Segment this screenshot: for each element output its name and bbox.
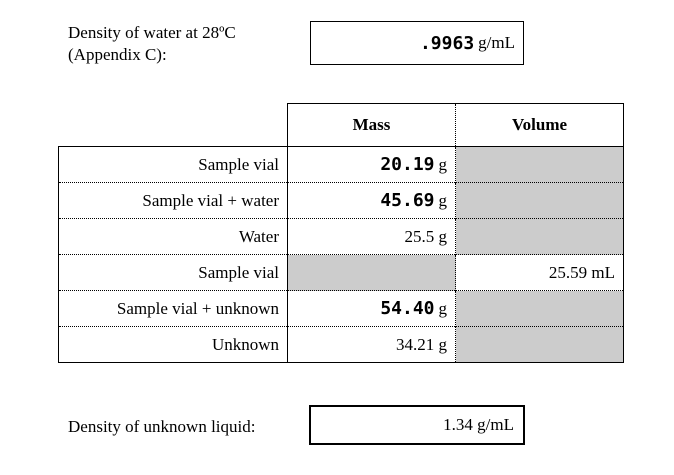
mass-cell[interactable]: 25.5 g (287, 218, 456, 255)
mass-column-header: Mass (287, 103, 456, 147)
row-label: Water (58, 218, 288, 255)
volume-column-header: Volume (455, 103, 624, 147)
volume-cell-shaded (455, 182, 624, 219)
volume-cell[interactable]: 25.59 mL (455, 254, 624, 291)
water-density-value: .9963 (419, 32, 475, 54)
mass-unit: g (438, 155, 448, 174)
mass-cell[interactable]: 34.21 g (287, 326, 456, 363)
table-row: Sample vial 20.19 g (58, 146, 624, 183)
volume-cell-shaded (455, 218, 624, 255)
water-density-label-line2: (Appendix C): (68, 45, 167, 64)
table-row: Sample vial + water 45.69 g (58, 182, 624, 219)
mass-volume-table: Mass Volume Sample vial 20.19 g Sample vi… (58, 103, 624, 363)
mass-cell[interactable]: 20.19 g (287, 146, 456, 183)
unknown-density-label: Density of unknown liquid: (68, 417, 256, 436)
table-header-row: Mass Volume (59, 103, 624, 147)
mass-cell[interactable]: 54.40 g (287, 290, 456, 327)
mass-unit: g (438, 191, 448, 210)
row-label: Sample vial (58, 146, 288, 183)
row-label: Unknown (58, 326, 288, 363)
table-row: Unknown 34.21 g (58, 326, 624, 363)
unknown-density-value: 1.34 g/mL (443, 415, 514, 434)
mass-value: 54.40 (380, 298, 435, 319)
mass-value: 20.19 (380, 154, 435, 175)
water-density-label: Density of water at 28ºC (Appendix C): (68, 22, 236, 66)
mass-value: 45.69 (380, 190, 435, 211)
volume-cell-shaded (455, 326, 624, 363)
row-label: Sample vial + water (58, 182, 288, 219)
volume-cell-shaded (455, 146, 624, 183)
mass-cell-shaded (287, 254, 456, 291)
water-density-unit: g/mL (478, 33, 515, 52)
table-corner-cell (59, 104, 288, 147)
mass-unit: g (438, 299, 448, 318)
table-row: Sample vial 25.59 mL (58, 254, 624, 291)
unknown-density-field[interactable]: 1.34 g/mL (309, 405, 525, 445)
water-density-label-line1: Density of water at 28ºC (68, 23, 236, 42)
row-label: Sample vial + unknown (58, 290, 288, 327)
mass-cell[interactable]: 45.69 g (287, 182, 456, 219)
table-row: Sample vial + unknown 54.40 g (58, 290, 624, 327)
water-density-field[interactable]: .9963 g/mL (310, 21, 524, 65)
volume-cell-shaded (455, 290, 624, 327)
table-row: Water 25.5 g (58, 218, 624, 255)
row-label: Sample vial (58, 254, 288, 291)
